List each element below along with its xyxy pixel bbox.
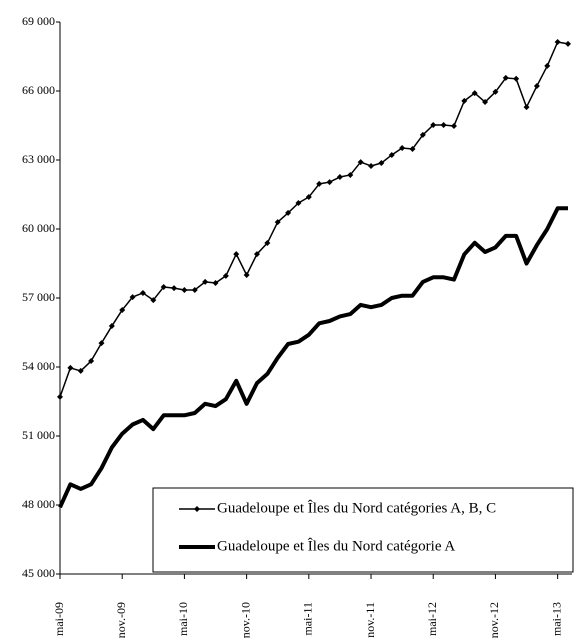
x-tick-label: nov.-12	[487, 602, 501, 638]
y-tick-label: 45 000	[22, 566, 55, 580]
point-marker	[502, 74, 509, 81]
point-marker	[533, 82, 540, 89]
series-line	[58, 206, 568, 509]
point-marker	[108, 323, 115, 330]
point-marker	[119, 306, 126, 313]
point-marker	[450, 122, 457, 129]
point-marker	[285, 209, 292, 216]
point-marker	[202, 278, 209, 285]
point-marker	[482, 99, 489, 106]
legend: Guadeloupe et Îles du Nord catégories A,…	[152, 487, 574, 573]
point-marker	[357, 159, 364, 166]
point-marker	[492, 88, 499, 95]
point-marker	[243, 272, 250, 278]
legend-label: Guadeloupe et Îles du Nord catégories A,…	[217, 499, 496, 516]
point-marker	[233, 251, 240, 258]
point-marker	[98, 340, 105, 347]
point-marker	[409, 145, 416, 152]
x-tick-label: mai-10	[176, 602, 190, 636]
legend-box	[152, 487, 574, 573]
y-tick-label: 60 000	[22, 221, 55, 235]
point-marker	[368, 162, 375, 169]
point-marker	[88, 358, 95, 365]
legend-label: Guadeloupe et Îles du Nord catégorie A	[217, 537, 455, 554]
x-tick-label: nov.-10	[238, 602, 252, 638]
point-marker	[378, 159, 385, 166]
series-line	[59, 41, 569, 398]
point-marker	[461, 97, 468, 104]
x-tick-label: nov.-11	[363, 602, 377, 638]
point-marker	[171, 285, 178, 292]
y-tick-label: 48 000	[22, 497, 55, 511]
point-marker	[471, 90, 478, 97]
y-tick-label: 63 000	[22, 152, 55, 166]
point-marker	[295, 200, 302, 207]
x-tick-label: nov.-09	[114, 602, 128, 638]
point-marker	[554, 39, 561, 46]
x-tick-label: mai-11	[301, 602, 315, 636]
x-tick-label: mai-13	[549, 602, 563, 636]
point-marker	[253, 251, 260, 258]
point-marker	[274, 219, 281, 226]
point-marker	[440, 122, 447, 129]
point-marker	[77, 367, 84, 374]
y-tick-label: 51 000	[22, 428, 55, 442]
point-marker	[150, 297, 157, 304]
x-tick-label: mai-12	[425, 602, 439, 636]
point-marker	[160, 283, 167, 290]
x-tick-label: mai-09	[52, 602, 66, 636]
y-tick-label: 57 000	[22, 290, 55, 304]
point-marker	[264, 240, 271, 247]
point-marker	[212, 280, 219, 287]
point-marker	[305, 194, 312, 201]
point-marker	[191, 286, 198, 293]
point-marker	[129, 294, 136, 301]
point-marker	[419, 131, 426, 138]
point-marker	[565, 40, 571, 47]
point-marker	[222, 272, 229, 279]
point-marker	[316, 180, 323, 187]
point-marker	[523, 104, 530, 111]
point-marker	[57, 393, 63, 400]
point-marker	[544, 62, 551, 69]
y-tick-label: 66 000	[22, 83, 55, 97]
point-marker	[399, 145, 406, 152]
point-marker	[67, 364, 74, 371]
point-marker	[181, 286, 188, 293]
legend-marker	[194, 506, 200, 512]
y-tick-label: 69 000	[22, 14, 55, 28]
point-marker	[347, 171, 354, 178]
point-marker	[139, 289, 146, 296]
point-marker	[430, 122, 437, 129]
point-marker	[513, 75, 520, 82]
y-tick-label: 54 000	[22, 359, 55, 373]
point-marker	[336, 174, 343, 181]
point-marker	[388, 151, 395, 158]
point-marker	[326, 179, 333, 186]
